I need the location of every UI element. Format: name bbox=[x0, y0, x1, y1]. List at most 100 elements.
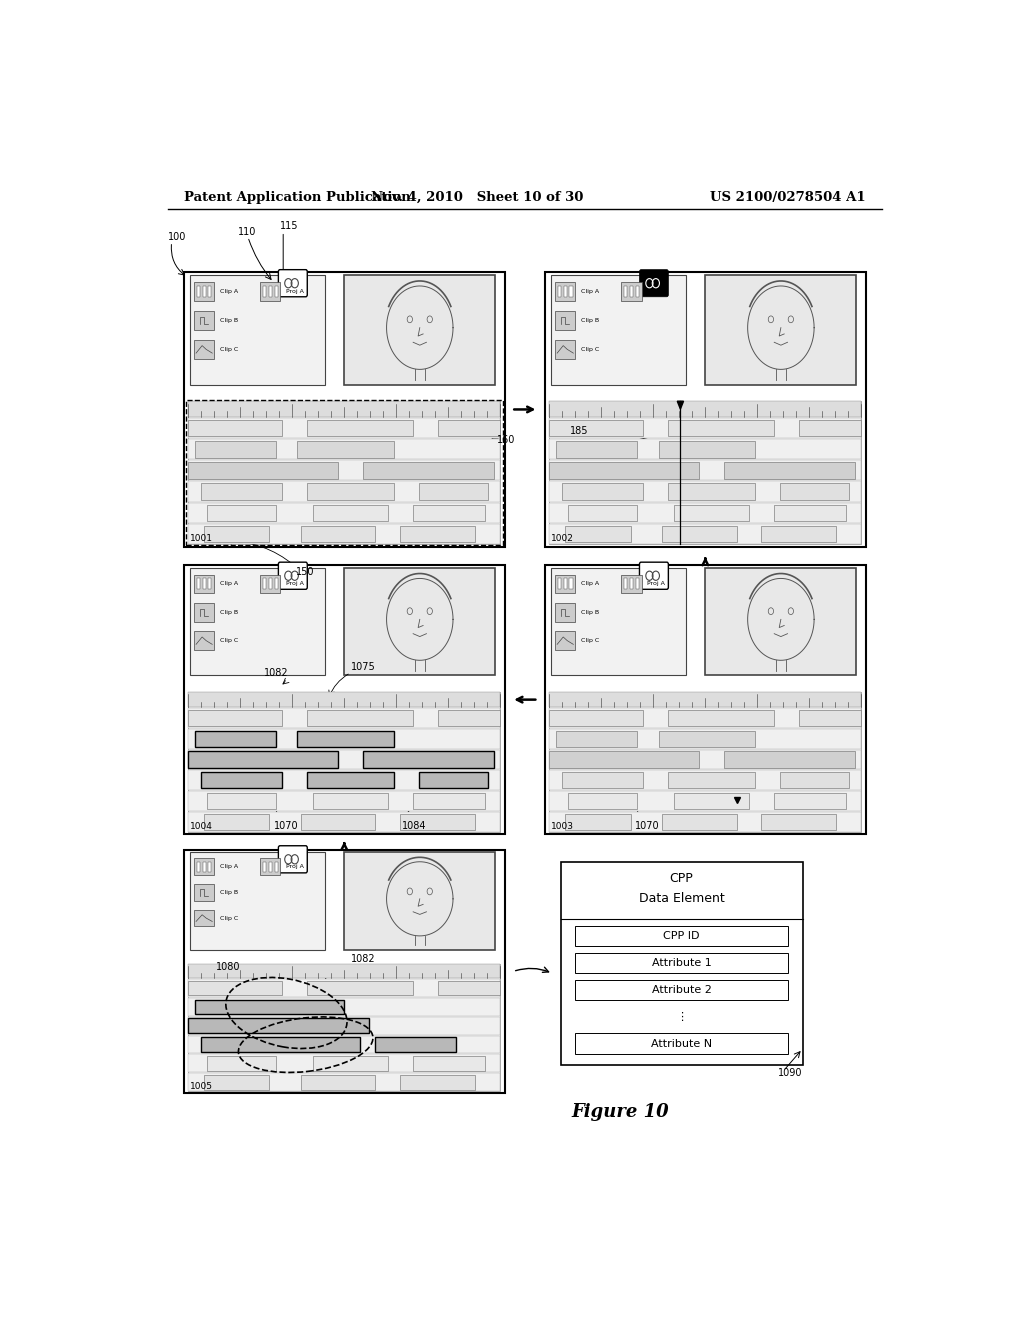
Bar bbox=[188, 418, 500, 438]
Bar bbox=[780, 772, 849, 788]
Bar bbox=[269, 862, 272, 871]
Bar bbox=[564, 286, 567, 297]
Bar bbox=[188, 503, 500, 523]
Bar bbox=[209, 862, 211, 871]
Bar bbox=[564, 578, 567, 590]
Bar bbox=[194, 312, 214, 330]
Text: 1070: 1070 bbox=[635, 821, 659, 832]
Bar bbox=[344, 851, 496, 949]
Bar bbox=[188, 1016, 500, 1035]
Bar bbox=[188, 981, 282, 995]
Text: CPP: CPP bbox=[670, 871, 693, 884]
Text: Clip A: Clip A bbox=[581, 581, 599, 586]
Bar bbox=[630, 578, 633, 590]
Bar bbox=[183, 565, 505, 834]
Bar bbox=[362, 462, 494, 479]
Bar bbox=[274, 578, 278, 590]
Bar bbox=[550, 401, 861, 544]
Bar bbox=[668, 420, 774, 437]
Bar bbox=[555, 574, 575, 593]
Bar bbox=[575, 925, 788, 946]
Bar bbox=[550, 710, 643, 726]
Bar bbox=[194, 603, 214, 622]
Bar bbox=[190, 568, 325, 676]
FancyBboxPatch shape bbox=[639, 562, 669, 589]
FancyBboxPatch shape bbox=[279, 846, 307, 873]
Text: 1004: 1004 bbox=[190, 822, 213, 832]
Bar bbox=[668, 483, 756, 500]
Bar bbox=[550, 482, 861, 502]
FancyBboxPatch shape bbox=[639, 269, 669, 297]
Text: Clip C: Clip C bbox=[581, 638, 599, 643]
Bar bbox=[550, 692, 861, 832]
Text: Clip B: Clip B bbox=[220, 890, 238, 895]
Bar bbox=[307, 772, 394, 788]
Bar bbox=[562, 483, 643, 500]
Bar bbox=[413, 504, 484, 521]
Text: Patent Application Publication: Patent Application Publication bbox=[183, 190, 411, 203]
Bar bbox=[724, 462, 855, 479]
Bar bbox=[260, 282, 281, 301]
Bar bbox=[550, 729, 861, 748]
Bar bbox=[545, 272, 866, 546]
Bar bbox=[780, 483, 849, 500]
Bar bbox=[188, 964, 500, 978]
Bar bbox=[188, 1073, 500, 1092]
Bar bbox=[550, 708, 861, 727]
Text: Data Element: Data Element bbox=[639, 892, 724, 904]
Bar bbox=[207, 793, 275, 809]
Text: 115: 115 bbox=[280, 222, 298, 231]
Text: Clip C: Clip C bbox=[220, 916, 238, 920]
Bar bbox=[550, 751, 699, 768]
Bar bbox=[204, 813, 269, 830]
Bar bbox=[195, 731, 275, 747]
FancyBboxPatch shape bbox=[279, 269, 307, 297]
Text: Clip A: Clip A bbox=[220, 289, 238, 294]
Bar bbox=[188, 401, 500, 417]
Bar bbox=[550, 692, 861, 708]
Text: 1084: 1084 bbox=[402, 821, 427, 832]
Bar bbox=[194, 341, 214, 359]
Text: Proj A: Proj A bbox=[286, 289, 304, 294]
Bar bbox=[622, 282, 641, 301]
Text: Proj A: Proj A bbox=[286, 865, 304, 870]
Bar bbox=[625, 286, 628, 297]
Bar bbox=[209, 286, 211, 297]
Bar bbox=[263, 578, 266, 590]
Bar bbox=[438, 420, 500, 437]
Bar bbox=[555, 631, 575, 649]
Bar bbox=[555, 341, 575, 359]
Text: 150: 150 bbox=[296, 568, 314, 577]
Bar bbox=[569, 578, 572, 590]
Bar bbox=[188, 812, 500, 832]
Bar bbox=[560, 862, 803, 1065]
Bar bbox=[194, 631, 214, 649]
Text: 1005: 1005 bbox=[190, 1081, 213, 1090]
Bar bbox=[799, 420, 861, 437]
Bar bbox=[555, 603, 575, 622]
Bar bbox=[197, 862, 200, 871]
Bar bbox=[301, 1074, 376, 1089]
Text: 1082: 1082 bbox=[350, 954, 376, 965]
Bar bbox=[188, 692, 500, 832]
Text: 185: 185 bbox=[570, 426, 589, 437]
Text: 1080: 1080 bbox=[216, 962, 241, 972]
Bar bbox=[438, 710, 500, 726]
Bar bbox=[301, 525, 376, 543]
Bar bbox=[674, 504, 749, 521]
Bar bbox=[298, 441, 394, 458]
Bar bbox=[190, 851, 325, 949]
Bar bbox=[188, 440, 500, 459]
Text: Clip A: Clip A bbox=[220, 581, 238, 586]
Bar bbox=[550, 750, 861, 770]
Bar bbox=[556, 731, 637, 747]
Bar bbox=[706, 568, 856, 676]
Bar bbox=[550, 418, 861, 438]
Bar bbox=[183, 272, 505, 546]
Bar bbox=[188, 791, 500, 810]
Text: 160: 160 bbox=[497, 434, 515, 445]
Bar bbox=[188, 964, 500, 1092]
Bar bbox=[188, 998, 500, 1016]
Bar bbox=[194, 858, 214, 875]
Text: 100: 100 bbox=[168, 232, 186, 242]
